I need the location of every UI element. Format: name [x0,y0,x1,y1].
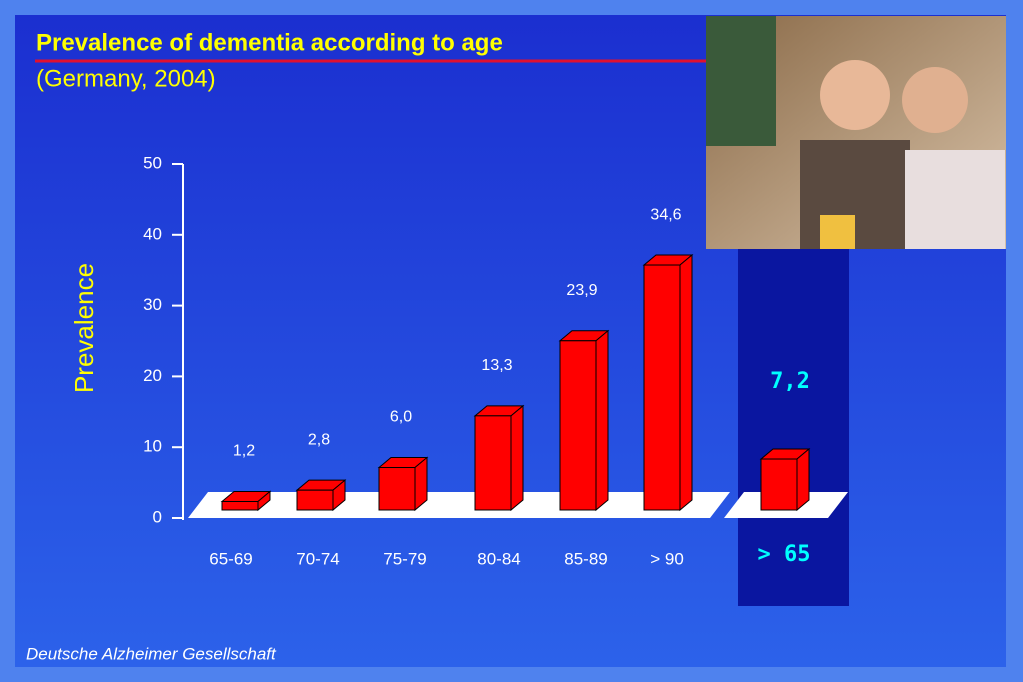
photo-face [902,67,968,133]
photo-body [905,150,1005,249]
bar [378,467,416,511]
photo [706,16,1006,249]
source: Deutsche Alzheimer Gesellschaft [26,644,277,663]
y-tick-label: 20 [143,366,162,385]
chart-title: Prevalence of dementia according to age [36,29,503,56]
bar [221,501,259,511]
y-tick-label: 40 [143,224,162,243]
bar-side [595,329,609,512]
bar-side [414,456,428,512]
chart-subtitle: (Germany, 2004) [36,65,216,92]
y-axis-label: Prevalence [69,263,99,393]
bar-side [679,253,693,512]
photo-plant [706,16,776,146]
photo-face [820,60,890,130]
bar [760,458,798,511]
photo-glass [820,215,855,249]
x-tick-label: 65-69 [209,549,252,568]
bar [643,264,681,511]
bar-side [510,404,524,512]
x-tick-label: 70-74 [296,549,339,568]
y-tick-label: 30 [143,295,162,314]
total-panel [738,248,849,606]
x-tick-label: 75-79 [383,549,426,568]
bar [296,489,334,511]
x-tick-label: 85-89 [564,549,607,568]
value-label: 23,9 [566,282,597,299]
value-label: 1,2 [233,443,255,460]
bar [559,340,597,511]
value-label: 13,3 [481,357,512,374]
y-tick-label: 50 [143,153,162,172]
x-tick-label: > 90 [650,549,684,568]
value-label: 6,0 [390,409,412,426]
bar [474,415,512,511]
total-category: > 65 [758,542,811,567]
y-tick-label: 10 [143,437,162,456]
bar-side [796,447,810,512]
value-label: 34,6 [650,206,681,223]
y-tick-label: 0 [153,507,162,526]
value-label: 2,8 [308,431,330,448]
x-tick-label: 80-84 [477,549,520,568]
total-value-label: 7,2 [770,369,810,394]
